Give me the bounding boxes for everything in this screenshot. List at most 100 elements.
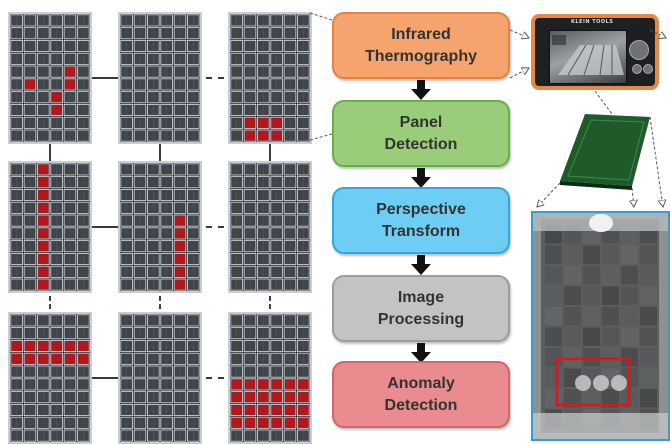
thermal-cell (602, 327, 619, 346)
fault-cell (38, 228, 49, 239)
thermal-cell (621, 286, 638, 305)
fault-cell (64, 66, 76, 77)
fault-cell (244, 417, 256, 428)
fault-cell (64, 79, 76, 90)
solid-connector (159, 144, 161, 161)
solid-connector (92, 377, 118, 379)
fault-cell (258, 379, 269, 390)
thermal-cell (545, 368, 562, 387)
thermal-image (531, 211, 670, 441)
thermal-cell (545, 286, 562, 305)
fault-cell (271, 379, 282, 390)
thermal-cell (602, 286, 619, 305)
dashed-connector (206, 226, 224, 228)
thermal-bottom-glare (533, 413, 668, 439)
step-label: Perspective Transform (376, 200, 466, 240)
detected-panel-edge (560, 181, 632, 190)
panel-r1c1 (8, 12, 92, 144)
fault-cell (24, 341, 36, 351)
panel-cells (230, 314, 310, 442)
dashed-connector (206, 77, 224, 79)
panel-r2c3 (228, 161, 312, 293)
thermal-cell (583, 266, 600, 285)
panel-r3c1 (8, 312, 92, 444)
fault-cell (244, 117, 256, 128)
fault-cell (51, 92, 62, 103)
fault-cell (298, 392, 309, 403)
thermal-cell (640, 286, 657, 305)
thermal-cell (564, 389, 581, 408)
step-label: Infrared Thermography (364, 25, 477, 65)
fault-cell (174, 254, 186, 264)
fault-cell (38, 190, 49, 200)
fault-cell (284, 379, 296, 390)
detected-panel-face (560, 114, 650, 186)
thermal-camera: KLEIN TOOLS (531, 14, 659, 90)
thermal-cell (564, 245, 581, 264)
camera-button-icon (632, 64, 642, 74)
fault-cell (231, 379, 242, 390)
fault-cell (258, 130, 269, 141)
fault-cell (258, 392, 269, 403)
fault-cell (271, 130, 282, 141)
fault-cell (38, 215, 49, 226)
panel-cells (120, 163, 200, 291)
fault-cell (258, 405, 269, 415)
panel-cells (230, 163, 310, 291)
fault-cell (51, 341, 62, 351)
panel-cells (10, 314, 90, 442)
anomaly-bounding-box (555, 357, 631, 407)
thermal-cell (621, 327, 638, 346)
thermal-cell (602, 307, 619, 326)
fault-cell (38, 266, 49, 277)
fault-cell (11, 353, 22, 364)
panel-cells (10, 14, 90, 142)
thermal-cell (564, 266, 581, 285)
step-anomaly-detection: Anomaly Detection (332, 361, 510, 428)
thermal-cell (583, 389, 600, 408)
detected-panel-frame (567, 119, 645, 181)
solid-connector (49, 144, 51, 161)
fault-cell (258, 417, 269, 428)
fault-cell (284, 405, 296, 415)
fault-cell (271, 417, 282, 428)
fault-cell (38, 353, 49, 364)
thermal-anomaly-spot (593, 375, 609, 391)
panel-cells (10, 163, 90, 291)
thermal-cell (545, 266, 562, 285)
dashed-connector (159, 296, 161, 309)
thermal-cell (545, 348, 562, 367)
thermal-cell (640, 245, 657, 264)
panel-cells (120, 14, 200, 142)
fault-cell (38, 202, 49, 213)
thermal-hotspot (589, 214, 613, 232)
fault-cell (298, 417, 309, 428)
thermal-cell (621, 307, 638, 326)
thermal-cell (640, 307, 657, 326)
thermal-cell (564, 327, 581, 346)
fault-cell (38, 177, 49, 188)
step-infrared-thermography: Infrared Thermography (332, 12, 510, 79)
dashed-connector (206, 377, 224, 379)
step-perspective-transform: Perspective Transform (332, 187, 510, 254)
fault-cell (284, 392, 296, 403)
step-label: Image Processing (377, 288, 465, 328)
fault-cell (231, 392, 242, 403)
step-image-processing: Image Processing (332, 275, 510, 342)
fault-cell (38, 254, 49, 264)
flow-arrow-icon (411, 255, 431, 275)
thermal-cell (621, 245, 638, 264)
fault-cell (231, 417, 242, 428)
fault-cell (174, 215, 186, 226)
thermal-image-graphic (533, 213, 668, 439)
camera-brand-label: KLEIN TOOLS (571, 19, 614, 25)
thermal-cell (602, 266, 619, 285)
camera-dpad-icon (629, 40, 649, 60)
thermal-cell (602, 389, 619, 408)
solid-connector (92, 226, 118, 228)
fault-cell (38, 164, 49, 175)
fault-cell (298, 405, 309, 415)
thermal-cell (640, 327, 657, 346)
panel-r1c2 (118, 12, 202, 144)
thermal-cell (583, 307, 600, 326)
